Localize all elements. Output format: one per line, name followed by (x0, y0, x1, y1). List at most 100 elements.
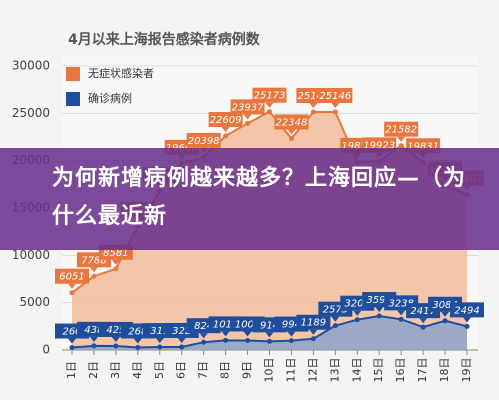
label-pointer (199, 333, 208, 339)
point (464, 323, 470, 329)
x-tick-label: 18日 (438, 358, 451, 383)
data-label: 23937 (230, 99, 265, 120)
label-box (252, 87, 287, 103)
x-tick-label: 17日 (416, 358, 429, 383)
data-label-text: 994 (282, 320, 301, 331)
legend-swatch (66, 67, 80, 81)
data-label-text: 3238 (388, 298, 413, 309)
data-label-text: 22348 (276, 117, 308, 128)
point (354, 317, 360, 323)
data-label-text: 8581 (103, 248, 128, 259)
data-label-text: 22609 (210, 115, 242, 126)
data-label: 2494 (450, 302, 484, 323)
x-tick-label: 2日 (87, 361, 100, 379)
label-pointer (309, 329, 318, 335)
data-label-text: 824 (194, 321, 213, 332)
label-pointer (221, 331, 230, 337)
label-box (55, 268, 89, 284)
label-pointer (287, 331, 296, 337)
point (201, 339, 207, 345)
point (332, 323, 338, 329)
x-tick-label: 4日 (131, 361, 144, 379)
data-label-text: 311 (150, 326, 169, 337)
data-label-text: 25146 (319, 91, 351, 102)
point (398, 143, 404, 149)
label-pointer (133, 338, 142, 344)
legend-label: 无症状感染者 (88, 66, 154, 80)
data-label-text: 2573 (323, 305, 348, 316)
data-label-text: 3590 (366, 295, 391, 306)
point (398, 316, 404, 322)
label-pointer (397, 136, 406, 142)
legend-label: 确诊病例 (88, 91, 132, 105)
data-label-text: 914 (260, 320, 279, 331)
y-tick-label: 0 (42, 343, 50, 357)
data-label: 21582 (384, 121, 419, 142)
legend-swatch (66, 92, 80, 106)
data-label-text: 21582 (385, 125, 417, 136)
data-label-text: 425 (106, 325, 125, 336)
label-pointer (441, 311, 450, 317)
data-label: 6051 (55, 268, 89, 289)
data-label-text: 23937 (232, 102, 264, 113)
point (223, 337, 229, 343)
point (157, 344, 163, 350)
data-label-text: 19923 (363, 140, 395, 151)
label-pointer (353, 310, 362, 316)
label-pointer (265, 102, 274, 108)
point (91, 273, 97, 279)
point (135, 344, 141, 350)
label-pointer (463, 317, 471, 323)
point (267, 338, 272, 344)
x-tick-label: 7日 (197, 361, 210, 379)
data-label-text: 7788 (81, 255, 106, 266)
label-box (208, 111, 243, 127)
headline-banner: 为何新增病例越来越多？上海回应—（为什么最近新 (0, 148, 499, 250)
data-label-text: 3200 (345, 299, 370, 310)
y-tick-label: 5000 (19, 295, 50, 309)
data-label-text: 322 (172, 326, 191, 337)
label-box (296, 314, 331, 330)
label-pointer (155, 338, 164, 344)
label-pointer (419, 318, 428, 324)
data-label-text: 20398 (188, 136, 220, 147)
data-label-text: 1189 (301, 318, 326, 329)
label-pointer (111, 336, 120, 342)
data-label: 25146 (318, 87, 353, 108)
label-box (274, 114, 309, 130)
x-tick-label: 14日 (350, 358, 363, 383)
point (179, 344, 185, 350)
label-pointer (68, 283, 76, 289)
data-label-text: 6051 (59, 272, 84, 283)
label-pointer (177, 337, 186, 343)
data-label-text: 3084 (432, 300, 457, 311)
label-pointer (331, 102, 340, 108)
data-label: 25173 (252, 87, 287, 108)
point (310, 336, 316, 342)
point (442, 318, 448, 324)
label-pointer (89, 336, 98, 342)
data-label-text: 1015 (213, 319, 238, 330)
label-pointer (111, 259, 120, 265)
label-pointer (287, 129, 296, 135)
x-tick-label: 1日 (65, 361, 78, 379)
data-label-text: 2417 (410, 306, 436, 317)
point (223, 133, 229, 139)
point (332, 109, 338, 115)
point (310, 109, 316, 115)
label-pointer (68, 338, 76, 344)
data-label-text: 2494 (454, 305, 479, 316)
x-tick-label: 8日 (219, 361, 232, 379)
data-label: 22609 (208, 111, 243, 132)
point (376, 313, 382, 319)
label-pointer (243, 114, 252, 120)
point (113, 343, 119, 349)
label-box (318, 87, 353, 103)
point (288, 135, 294, 141)
x-tick-label: 9日 (241, 361, 254, 379)
label-box (230, 99, 265, 115)
label-box (186, 132, 221, 148)
data-label-text: 1006 (235, 319, 260, 330)
x-tick-label: 6日 (175, 361, 188, 379)
